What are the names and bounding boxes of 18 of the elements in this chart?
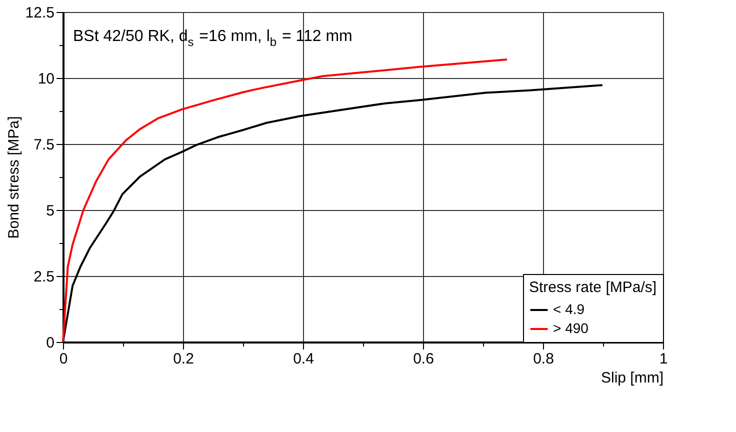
legend-title: Stress rate [MPa/s]: [529, 279, 657, 296]
line-series: [62, 58, 508, 343]
legend-label: > 490: [553, 320, 589, 336]
y-tick-label: 7.5: [34, 136, 54, 154]
legend-label: < 4.9: [553, 301, 585, 317]
y-tick-label: 0: [46, 334, 54, 352]
x-tick-label: 0.6: [413, 350, 434, 368]
x-axis-title: Slip [mm]: [600, 370, 664, 386]
x-tick-label: 0.4: [293, 350, 314, 368]
x-tick-label: 0.8: [533, 350, 554, 368]
x-tick-label: 0.2: [173, 350, 194, 368]
y-axis-title: Bond stress [MPa]: [5, 116, 22, 239]
y-tick-label: 5: [46, 202, 54, 220]
y-tick-label: 12.5: [25, 4, 54, 22]
y-tick-label: 10: [38, 70, 54, 88]
x-tick-label: 1: [659, 350, 668, 368]
y-tick-label: 2.5: [34, 268, 54, 286]
x-tick-label: 0: [59, 350, 68, 368]
